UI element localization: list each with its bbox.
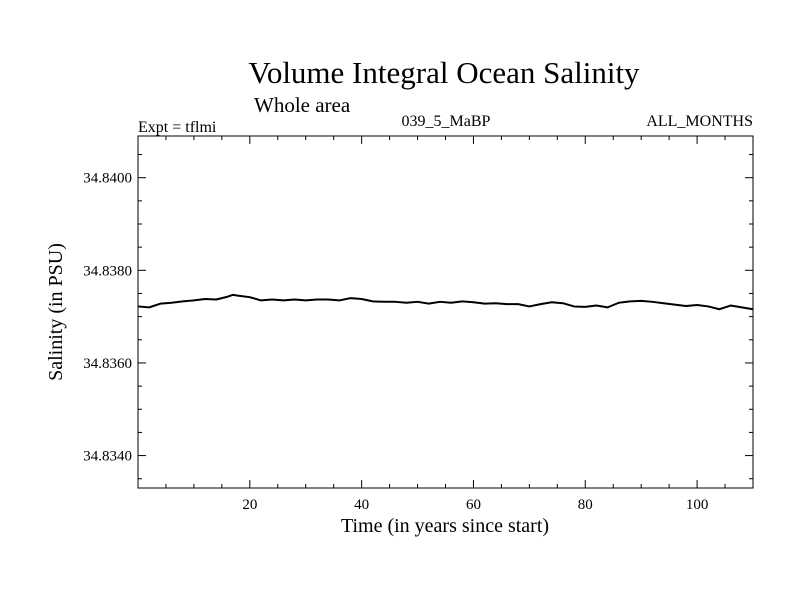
chart-title: Volume Integral Ocean Salinity (248, 55, 640, 90)
experiment-label: Expt = tflmi (138, 119, 217, 136)
x-tick-label: 100 (686, 497, 709, 513)
series-layer (137, 293, 754, 311)
x-axis-ticks: 20 40 60 80 100 (165, 136, 726, 513)
y-tick-label: 34.8400 (83, 171, 132, 187)
x-axis-label: Time (in years since start) (341, 515, 549, 537)
period-label: 039_5_MaBP (402, 113, 491, 130)
x-tick-label: 80 (578, 497, 593, 513)
y-axis-label: Salinity (in PSU) (45, 243, 67, 381)
x-tick-label: 20 (242, 497, 257, 513)
chart-subtitle: Whole area (254, 93, 351, 117)
y-tick-label: 34.8340 (83, 449, 132, 465)
months-label: ALL_MONTHS (646, 113, 753, 130)
y-tick-label: 34.8380 (83, 263, 132, 279)
plot-frame (137, 135, 754, 489)
series-line-salinity (137, 293, 754, 311)
x-tick-label: 40 (354, 497, 369, 513)
y-axis-ticks: 34.8340 34.8360 34.8380 34.8400 (83, 154, 753, 480)
y-tick-label: 34.8360 (83, 356, 132, 372)
x-tick-label: 60 (466, 497, 481, 513)
